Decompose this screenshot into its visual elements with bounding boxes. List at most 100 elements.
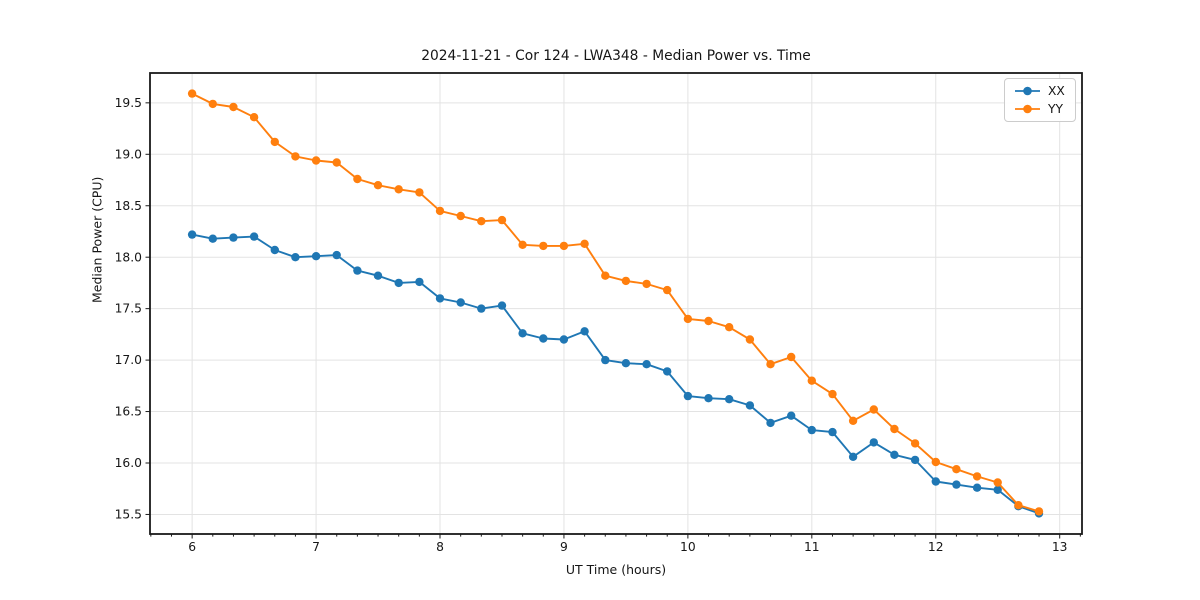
data-point	[993, 485, 1002, 494]
data-point	[766, 418, 775, 428]
data-point	[621, 276, 631, 286]
data-point	[291, 152, 300, 161]
data-point	[456, 298, 465, 307]
series-xx-markers	[187, 230, 1044, 518]
y-tick-label: 18.0	[115, 250, 142, 264]
data-point	[208, 99, 217, 109]
data-point	[580, 327, 589, 336]
data-point	[952, 465, 961, 474]
data-point	[353, 174, 362, 184]
data-point	[704, 394, 713, 403]
data-point	[456, 211, 465, 221]
data-point	[993, 478, 1002, 487]
y-tick-label: 18.5	[115, 199, 142, 213]
data-point	[725, 323, 734, 332]
data-point	[704, 316, 713, 326]
data-point	[229, 102, 238, 112]
data-point	[497, 215, 507, 225]
gridlines	[150, 73, 1082, 534]
data-point	[187, 230, 197, 239]
data-point	[518, 329, 527, 338]
chart-title: 2024-11-21 - Cor 124 - LWA348 - Median P…	[421, 48, 811, 64]
data-point	[373, 181, 383, 190]
data-point	[848, 452, 858, 461]
data-point	[745, 401, 755, 410]
axis-ticks	[145, 102, 1081, 539]
data-point	[683, 314, 693, 324]
data-point	[601, 271, 610, 280]
legend: XX YY	[1004, 78, 1076, 122]
data-point	[725, 395, 734, 404]
data-point	[477, 304, 486, 313]
data-point	[848, 416, 858, 425]
legend-item-xx: XX	[1014, 84, 1065, 98]
data-point	[477, 217, 486, 226]
data-point	[332, 158, 341, 167]
data-point	[229, 233, 238, 242]
x-axis-label: UT Time (hours)	[565, 562, 667, 577]
data-point	[270, 245, 279, 255]
data-point	[332, 250, 341, 260]
y-tick-label: 17.0	[115, 353, 142, 367]
data-point	[910, 455, 920, 465]
plot-spines	[149, 72, 1083, 535]
data-point	[270, 137, 279, 147]
legend-swatch-yy-line-marker-icon	[1015, 104, 1040, 114]
legend-swatch-xx-line-marker-icon	[1015, 86, 1040, 96]
data-point	[931, 457, 940, 467]
data-point	[787, 352, 796, 362]
y-tick-label: 16.5	[115, 405, 142, 419]
data-point	[539, 334, 548, 343]
x-tick-label: 10	[680, 540, 696, 554]
legend-label-xx: XX	[1048, 84, 1065, 98]
data-point	[394, 185, 403, 194]
data-point	[890, 424, 899, 434]
data-point	[208, 234, 217, 243]
x-tick-label: 7	[312, 540, 320, 554]
data-point	[828, 427, 837, 437]
x-tick-label: 6	[188, 540, 196, 554]
legend-label-yy: YY	[1048, 102, 1064, 116]
data-point	[621, 359, 631, 368]
data-point	[415, 188, 424, 197]
data-point	[187, 89, 197, 98]
data-point	[311, 156, 321, 165]
data-point	[353, 266, 362, 275]
data-point	[249, 232, 259, 241]
data-point	[766, 360, 775, 369]
data-point	[931, 477, 940, 486]
data-point	[869, 438, 878, 447]
data-point	[890, 450, 899, 459]
data-point	[1034, 507, 1044, 516]
y-tick-label: 19.0	[115, 147, 142, 161]
data-point	[373, 271, 383, 280]
data-point	[663, 285, 672, 295]
data-point	[435, 206, 445, 216]
data-point	[642, 279, 651, 289]
x-tick-label: 11	[804, 540, 820, 554]
data-point	[910, 439, 920, 448]
data-point	[1014, 501, 1023, 510]
data-point	[497, 301, 507, 310]
data-point	[601, 355, 610, 365]
y-tick-label: 15.5	[115, 508, 142, 522]
tick-labels: 6 7 8 9 10 11 12 13 15.5 16.0 16.5 17.0 17.5 18.0 18.5…	[115, 96, 1068, 554]
data-point	[663, 367, 672, 376]
data-point	[415, 277, 424, 287]
data-point	[518, 240, 527, 249]
data-point	[435, 294, 445, 303]
data-point	[807, 425, 816, 435]
x-tick-label: 12	[928, 540, 944, 554]
x-tick-label: 13	[1052, 540, 1068, 554]
data-point	[559, 241, 569, 251]
data-point	[972, 483, 982, 492]
data-point	[539, 241, 548, 251]
y-tick-label: 19.5	[115, 96, 142, 110]
data-point	[869, 405, 878, 414]
series-yy-markers	[187, 89, 1044, 516]
data-point	[642, 360, 651, 369]
data-point	[249, 113, 259, 122]
data-point	[745, 335, 755, 344]
